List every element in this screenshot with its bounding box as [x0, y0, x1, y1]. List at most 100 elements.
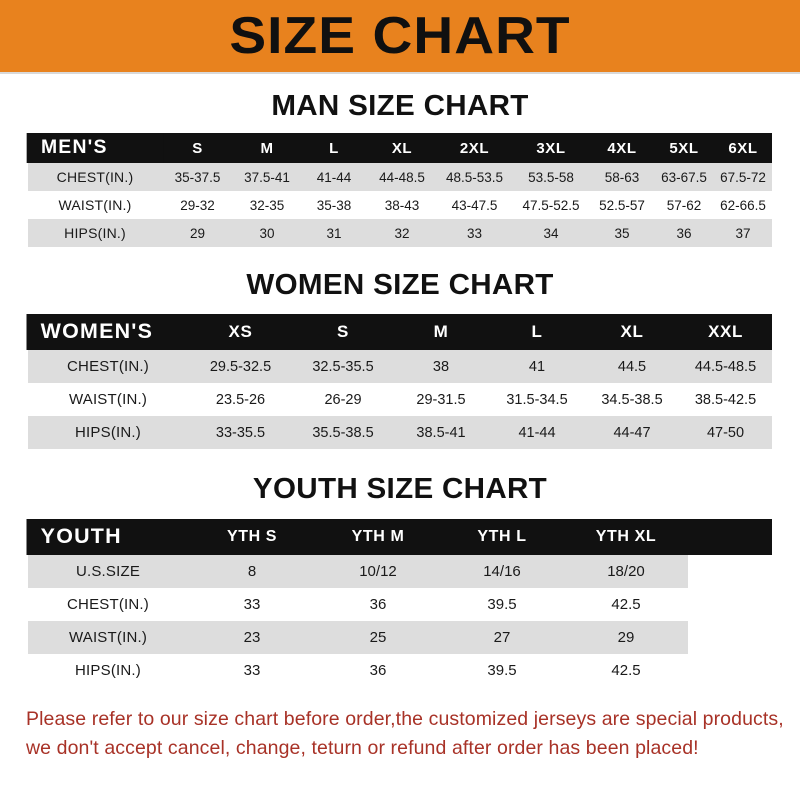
women-r0c4: 44.5: [585, 350, 679, 383]
women-r0c0: 29.5-32.5: [188, 350, 293, 383]
women-r0c1: 32.5-35.5: [293, 350, 393, 383]
youth-r1c2: 39.5: [440, 588, 564, 621]
women-r1c4: 34.5-38.5: [585, 383, 679, 416]
man-col-2: L: [301, 133, 367, 163]
youth-row-1-label: CHEST(IN.): [28, 588, 188, 621]
man-r1c1: 32-35: [233, 191, 301, 219]
man-r1c5: 47.5-52.5: [512, 191, 590, 219]
man-r2c4: 33: [437, 219, 512, 247]
women-r2c5: 47-50: [679, 416, 772, 449]
women-row-2-label: HIPS(IN.): [28, 416, 188, 449]
women-r2c2: 38.5-41: [393, 416, 489, 449]
youth-col-3: YTH XL: [564, 519, 688, 555]
youth-r2c0: 23: [188, 621, 316, 654]
table-row: HIPS(IN.) 33-35.5 35.5-38.5 38.5-41 41-4…: [28, 416, 772, 449]
man-r0c3: 44-48.5: [367, 163, 437, 191]
youth-r0c3: 18/20: [564, 555, 688, 588]
women-r1c0: 23.5-26: [188, 383, 293, 416]
youth-r0c0: 8: [188, 555, 316, 588]
women-row-0-label: CHEST(IN.): [28, 350, 188, 383]
man-col-7: 5XL: [654, 133, 714, 163]
man-size-table: MEN'S S M L XL 2XL 3XL 4XL 5XL 6XL CHEST…: [26, 133, 772, 247]
man-corner-label: MEN'S: [26, 133, 164, 163]
man-r0c5: 53.5-58: [512, 163, 590, 191]
man-r2c2: 31: [301, 219, 367, 247]
youth-r1c1: 36: [316, 588, 440, 621]
man-r2c8: 37: [714, 219, 772, 247]
youth-r2c1: 25: [316, 621, 440, 654]
table-row: WAIST(IN.) 23.5-26 26-29 29-31.5 31.5-34…: [28, 383, 772, 416]
women-size-table: WOMEN'S XS S M L XL XXL CHEST(IN.) 29.5-…: [26, 314, 772, 449]
women-r2c0: 33-35.5: [188, 416, 293, 449]
women-col-3: L: [489, 314, 585, 350]
women-corner-label: WOMEN'S: [26, 314, 190, 350]
table-row: CHEST(IN.) 33 36 39.5 42.5: [28, 588, 772, 621]
man-r1c4: 43-47.5: [437, 191, 512, 219]
women-r1c5: 38.5-42.5: [679, 383, 772, 416]
youth-col-2: YTH L: [440, 519, 564, 555]
women-row-1-label: WAIST(IN.): [28, 383, 188, 416]
man-col-1: M: [233, 133, 301, 163]
women-table-wrapper: WOMEN'S XS S M L XL XXL CHEST(IN.) 29.5-…: [26, 314, 772, 449]
women-r0c5: 44.5-48.5: [679, 350, 772, 383]
man-r2c1: 30: [233, 219, 301, 247]
youth-r1c0: 33: [188, 588, 316, 621]
youth-r2c3: 29: [564, 621, 688, 654]
table-row: CHEST(IN.) 35-37.5 37.5-41 41-44 44-48.5…: [28, 163, 772, 191]
man-row-2-label: HIPS(IN.): [28, 219, 162, 247]
man-r0c4: 48.5-53.5: [437, 163, 512, 191]
man-r1c8: 62-66.5: [714, 191, 772, 219]
youth-row-2-label: WAIST(IN.): [28, 621, 188, 654]
man-row-1-label: WAIST(IN.): [28, 191, 162, 219]
youth-r1-blank: [688, 588, 772, 621]
youth-r3c3: 42.5: [564, 654, 688, 687]
youth-r1c3: 42.5: [564, 588, 688, 621]
man-r2c6: 35: [590, 219, 654, 247]
youth-corner-label: YOUTH: [26, 519, 190, 555]
youth-r2c2: 27: [440, 621, 564, 654]
man-r0c0: 35-37.5: [162, 163, 233, 191]
youth-r3c2: 39.5: [440, 654, 564, 687]
women-section-title: WOMEN SIZE CHART: [246, 269, 554, 301]
man-header-row: MEN'S S M L XL 2XL 3XL 4XL 5XL 6XL: [26, 133, 772, 163]
man-r1c2: 35-38: [301, 191, 367, 219]
women-r1c2: 29-31.5: [393, 383, 489, 416]
man-r2c5: 34: [512, 219, 590, 247]
youth-r0-blank: [688, 555, 772, 588]
man-r0c8: 67.5-72: [714, 163, 772, 191]
man-col-3: XL: [367, 133, 437, 163]
youth-header-row: YOUTH YTH S YTH M YTH L YTH XL: [26, 519, 772, 555]
youth-r0c2: 14/16: [440, 555, 564, 588]
man-col-6: 4XL: [590, 133, 654, 163]
women-r0c3: 41: [489, 350, 585, 383]
youth-r3c0: 33: [188, 654, 316, 687]
man-col-5: 3XL: [512, 133, 590, 163]
women-r2c3: 41-44: [489, 416, 585, 449]
women-r2c1: 35.5-38.5: [293, 416, 393, 449]
youth-col-blank: [688, 519, 772, 555]
youth-r0c1: 10/12: [316, 555, 440, 588]
table-row: CHEST(IN.) 29.5-32.5 32.5-35.5 38 41 44.…: [28, 350, 772, 383]
youth-r3-blank: [688, 654, 772, 687]
man-r2c3: 32: [367, 219, 437, 247]
man-r0c6: 58-63: [590, 163, 654, 191]
man-r0c7: 63-67.5: [654, 163, 714, 191]
man-r2c0: 29: [162, 219, 233, 247]
youth-row-0-label: U.S.SIZE: [28, 555, 188, 588]
women-r1c3: 31.5-34.5: [489, 383, 585, 416]
table-row: U.S.SIZE 8 10/12 14/16 18/20: [28, 555, 772, 588]
man-r1c3: 38-43: [367, 191, 437, 219]
women-col-1: S: [293, 314, 393, 350]
page-title: SIZE CHART: [229, 7, 571, 65]
women-header-row: WOMEN'S XS S M L XL XXL: [26, 314, 772, 350]
women-r1c1: 26-29: [293, 383, 393, 416]
order-policy-note: Please refer to our size chart before or…: [26, 705, 784, 763]
man-section-title: MAN SIZE CHART: [271, 90, 529, 122]
table-row: HIPS(IN.) 29 30 31 32 33 34 35 36 37: [28, 219, 772, 247]
man-r1c0: 29-32: [162, 191, 233, 219]
man-table-wrapper: MEN'S S M L XL 2XL 3XL 4XL 5XL 6XL CHEST…: [26, 133, 772, 247]
women-r0c2: 38: [393, 350, 489, 383]
order-policy-note-line-1: Please refer to our size chart before or…: [26, 708, 784, 730]
youth-r3c1: 36: [316, 654, 440, 687]
